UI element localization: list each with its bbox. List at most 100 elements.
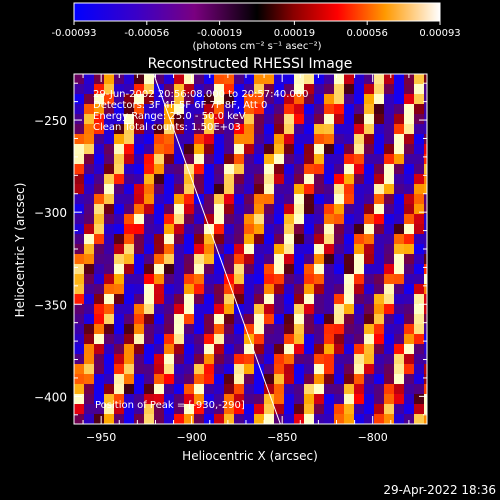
heatmap-cell <box>94 74 105 85</box>
heatmap-cell <box>244 124 255 135</box>
heatmap-cell <box>374 204 385 215</box>
heatmap-cell <box>264 234 275 245</box>
heatmap-cell <box>254 174 265 185</box>
heatmap-cell <box>334 174 345 185</box>
heatmap-cell <box>324 294 335 305</box>
heatmap-cell <box>104 304 115 315</box>
heatmap-cell <box>254 234 265 245</box>
heatmap-cell <box>204 324 215 335</box>
heatmap-cell <box>174 334 185 345</box>
heatmap-cell <box>114 334 125 345</box>
heatmap-cell <box>254 314 265 325</box>
heatmap-cell <box>394 154 405 165</box>
heatmap-cell <box>114 384 125 395</box>
heatmap-cell <box>354 144 365 155</box>
heatmap-cell <box>404 234 415 245</box>
heatmap-cell <box>94 304 105 315</box>
heatmap-cell <box>384 214 395 225</box>
heatmap-cell <box>254 304 265 315</box>
heatmap-cell <box>364 174 375 185</box>
heatmap-cell <box>284 144 295 155</box>
heatmap-cell <box>344 84 355 95</box>
heatmap-cell <box>424 294 427 305</box>
heatmap-cell <box>374 164 385 175</box>
heatmap-cell <box>274 344 285 355</box>
heatmap-cell <box>164 94 175 105</box>
heatmap-cell <box>254 254 265 265</box>
heatmap-cell <box>274 194 285 205</box>
heatmap-cell <box>84 284 95 295</box>
heatmap-cell <box>424 254 427 265</box>
heatmap-cell <box>154 254 165 265</box>
heatmap-cell <box>364 334 375 345</box>
heatmap-cell <box>384 164 395 175</box>
heatmap-cell <box>234 114 245 125</box>
heatmap-cell <box>114 94 125 105</box>
heatmap-cell <box>384 264 395 275</box>
heatmap-cell <box>164 334 175 345</box>
heatmap-cell <box>364 234 375 245</box>
heatmap-cell <box>204 134 215 145</box>
heatmap-cell <box>164 224 175 235</box>
heatmap-cell <box>354 94 365 105</box>
heatmap-cell <box>324 354 335 365</box>
heatmap-cell <box>344 154 355 165</box>
heatmap-cell <box>264 154 275 165</box>
heatmap-cell <box>244 114 255 125</box>
heatmap-cell <box>374 284 385 295</box>
heatmap-cell <box>304 294 315 305</box>
heatmap-cell <box>374 334 385 345</box>
heatmap-cell <box>134 204 145 215</box>
heatmap-cell <box>84 274 95 285</box>
heatmap-cell <box>294 264 305 275</box>
heatmap-cell <box>194 414 205 424</box>
heatmap-cell <box>134 214 145 225</box>
heatmap-cell <box>214 204 225 215</box>
heatmap-cell <box>404 184 415 195</box>
heatmap-cell <box>214 194 225 205</box>
heatmap-cell <box>164 214 175 225</box>
heatmap-cell <box>314 244 325 255</box>
heatmap-cell <box>94 224 105 235</box>
heatmap-cell <box>424 324 427 335</box>
heatmap-cell <box>424 334 427 345</box>
heatmap-cell <box>244 234 255 245</box>
heatmap-cell <box>144 184 155 195</box>
annotation-detectors: Detectors: 3F 4F 5F 6F 7F 8F, Att 0 <box>93 100 267 111</box>
heatmap-cell <box>374 114 385 125</box>
heatmap-cell <box>74 404 85 415</box>
heatmap-cell <box>174 394 185 405</box>
heatmap-cell <box>424 174 427 185</box>
heatmap-cell <box>424 264 427 275</box>
heatmap-cell <box>114 304 125 315</box>
heatmap-cell <box>94 124 105 135</box>
heatmap-cell <box>94 294 105 305</box>
heatmap-cell <box>384 284 395 295</box>
heatmap-cell <box>284 94 295 105</box>
heatmap-cell <box>244 264 255 275</box>
heatmap-cell <box>354 234 365 245</box>
heatmap-cell <box>144 174 155 185</box>
heatmap-cell <box>214 234 225 245</box>
heatmap-cell <box>184 404 195 415</box>
heatmap-cell <box>384 134 395 145</box>
heatmap-cell <box>344 344 355 355</box>
heatmap-cell <box>124 154 135 165</box>
heatmap-cell <box>244 254 255 265</box>
heatmap-cell <box>124 254 135 265</box>
heatmap-cell <box>204 344 215 355</box>
heatmap-cell <box>214 364 225 375</box>
heatmap-cell <box>264 124 275 135</box>
heatmap-cell <box>124 164 135 175</box>
heatmap-cell <box>164 394 175 405</box>
heatmap-cell <box>344 374 355 385</box>
heatmap-cell <box>124 354 135 365</box>
heatmap-cell <box>314 124 325 135</box>
heatmap-cell <box>304 84 315 95</box>
heatmap-cell <box>164 194 175 205</box>
heatmap-cell <box>124 214 135 225</box>
heatmap-cell <box>414 244 425 255</box>
heatmap-cell <box>174 364 185 375</box>
heatmap-cell <box>264 164 275 175</box>
heatmap-cell <box>294 154 305 165</box>
